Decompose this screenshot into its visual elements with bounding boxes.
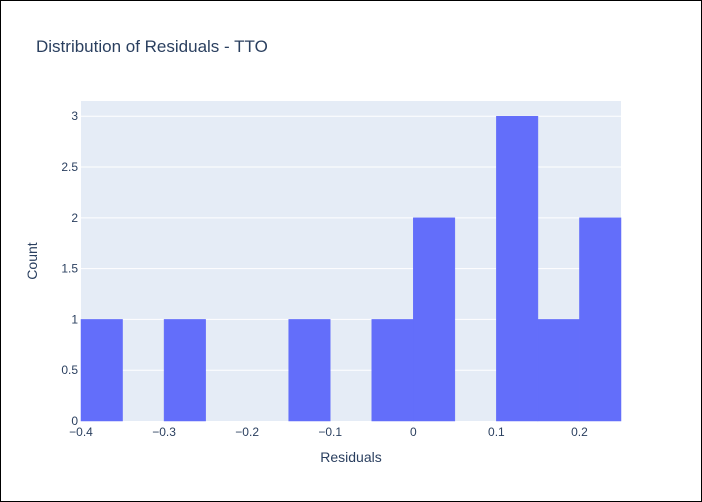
x-tick-label: 0.2 xyxy=(571,425,588,439)
y-axis-ticks: 0 0.5 1 1.5 2 2.5 3 xyxy=(61,109,78,428)
histogram-bar xyxy=(579,217,622,422)
x-axis-ticks: −0.4 −0.3 −0.2 −0.1 0 0.1 0.2 xyxy=(69,425,588,439)
y-tick-label: 2 xyxy=(71,211,78,225)
x-tick-label: −0.4 xyxy=(69,425,93,439)
histogram-bar xyxy=(496,115,539,422)
x-tick-label: −0.1 xyxy=(318,425,342,439)
y-tick-label: 1 xyxy=(71,312,78,326)
y-tick-label: 0.5 xyxy=(61,363,78,377)
y-tick-label: 1.5 xyxy=(61,262,78,276)
histogram-bar xyxy=(537,319,580,422)
histogram-bar xyxy=(80,319,123,422)
y-tick-label: 3 xyxy=(71,109,78,123)
y-tick-label: 2.5 xyxy=(61,160,78,174)
y-tick-label: 0 xyxy=(71,414,78,428)
bars xyxy=(80,115,622,422)
x-tick-label: 0.1 xyxy=(488,425,505,439)
histogram-bar xyxy=(371,319,414,422)
x-axis-title: Residuals xyxy=(320,449,381,465)
x-tick-label: −0.3 xyxy=(152,425,176,439)
histogram-bar xyxy=(163,319,206,422)
y-axis-title: Count xyxy=(24,242,40,279)
x-tick-label: 0 xyxy=(410,425,417,439)
histogram-bar xyxy=(413,217,456,422)
x-tick-label: −0.2 xyxy=(235,425,259,439)
histogram-bar xyxy=(288,319,331,422)
chart-title: Distribution of Residuals - TTO xyxy=(36,37,268,56)
